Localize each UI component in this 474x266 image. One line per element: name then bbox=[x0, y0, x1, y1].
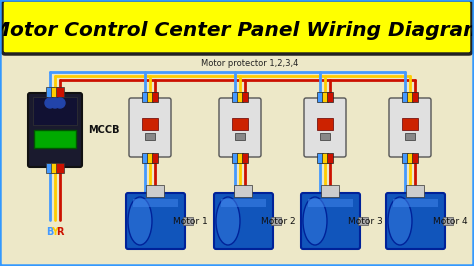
Bar bbox=[232, 92, 238, 102]
FancyBboxPatch shape bbox=[301, 193, 360, 249]
Bar bbox=[232, 153, 238, 163]
Bar bbox=[183, 217, 193, 225]
Bar bbox=[393, 199, 438, 207]
Bar bbox=[412, 92, 418, 102]
Bar bbox=[242, 92, 248, 102]
Bar bbox=[46, 163, 54, 173]
Bar bbox=[142, 118, 158, 130]
Bar bbox=[322, 153, 328, 163]
Bar bbox=[147, 92, 153, 102]
Ellipse shape bbox=[303, 197, 327, 245]
Bar bbox=[51, 163, 59, 173]
Text: Motor 4: Motor 4 bbox=[433, 217, 468, 226]
Text: Motor 2: Motor 2 bbox=[261, 217, 296, 226]
FancyBboxPatch shape bbox=[386, 193, 445, 249]
Bar bbox=[237, 92, 243, 102]
Bar bbox=[142, 92, 148, 102]
Text: Motor 3: Motor 3 bbox=[348, 217, 383, 226]
Text: Motor 1: Motor 1 bbox=[173, 217, 208, 226]
Ellipse shape bbox=[388, 197, 412, 245]
FancyBboxPatch shape bbox=[28, 93, 82, 167]
Bar bbox=[402, 153, 408, 163]
Ellipse shape bbox=[216, 197, 240, 245]
Bar bbox=[46, 87, 54, 97]
Bar bbox=[271, 217, 281, 225]
Bar bbox=[327, 92, 333, 102]
FancyBboxPatch shape bbox=[389, 98, 431, 157]
Circle shape bbox=[45, 98, 55, 108]
Bar bbox=[33, 97, 77, 125]
Text: Y: Y bbox=[52, 227, 58, 237]
Bar bbox=[322, 92, 328, 102]
Text: R: R bbox=[56, 227, 64, 237]
Circle shape bbox=[55, 98, 65, 108]
FancyBboxPatch shape bbox=[214, 193, 273, 249]
Bar bbox=[145, 133, 155, 140]
Text: Motor protector 1,2,3,4: Motor protector 1,2,3,4 bbox=[201, 59, 299, 68]
Bar bbox=[317, 118, 333, 130]
Bar bbox=[402, 118, 418, 130]
Bar bbox=[142, 153, 148, 163]
Bar bbox=[308, 199, 353, 207]
Bar bbox=[321, 185, 339, 197]
FancyBboxPatch shape bbox=[304, 98, 346, 157]
Text: MCCB: MCCB bbox=[88, 125, 119, 135]
Bar bbox=[317, 92, 323, 102]
Bar bbox=[56, 163, 64, 173]
Bar bbox=[235, 133, 245, 140]
FancyBboxPatch shape bbox=[129, 98, 171, 157]
Circle shape bbox=[50, 98, 60, 108]
Bar bbox=[152, 153, 158, 163]
Bar bbox=[320, 133, 330, 140]
Bar bbox=[405, 133, 415, 140]
Bar bbox=[133, 199, 178, 207]
FancyBboxPatch shape bbox=[219, 98, 261, 157]
Bar bbox=[147, 153, 153, 163]
Bar bbox=[402, 92, 408, 102]
Bar bbox=[407, 92, 413, 102]
Bar bbox=[327, 153, 333, 163]
Bar bbox=[234, 185, 252, 197]
FancyBboxPatch shape bbox=[126, 193, 185, 249]
Bar bbox=[146, 185, 164, 197]
Bar bbox=[237, 153, 243, 163]
Bar bbox=[34, 130, 76, 148]
Bar bbox=[242, 153, 248, 163]
Bar bbox=[407, 153, 413, 163]
Bar bbox=[232, 118, 248, 130]
Bar bbox=[51, 87, 59, 97]
Bar bbox=[358, 217, 368, 225]
FancyBboxPatch shape bbox=[2, 0, 472, 54]
Bar bbox=[412, 153, 418, 163]
Bar bbox=[317, 153, 323, 163]
Bar bbox=[56, 87, 64, 97]
Text: B: B bbox=[46, 227, 54, 237]
Bar bbox=[152, 92, 158, 102]
Ellipse shape bbox=[128, 197, 152, 245]
Text: Motor Control Center Panel Wiring Diagram: Motor Control Center Panel Wiring Diagra… bbox=[0, 20, 474, 39]
Bar bbox=[221, 199, 266, 207]
Bar bbox=[443, 217, 453, 225]
Bar bbox=[406, 185, 424, 197]
